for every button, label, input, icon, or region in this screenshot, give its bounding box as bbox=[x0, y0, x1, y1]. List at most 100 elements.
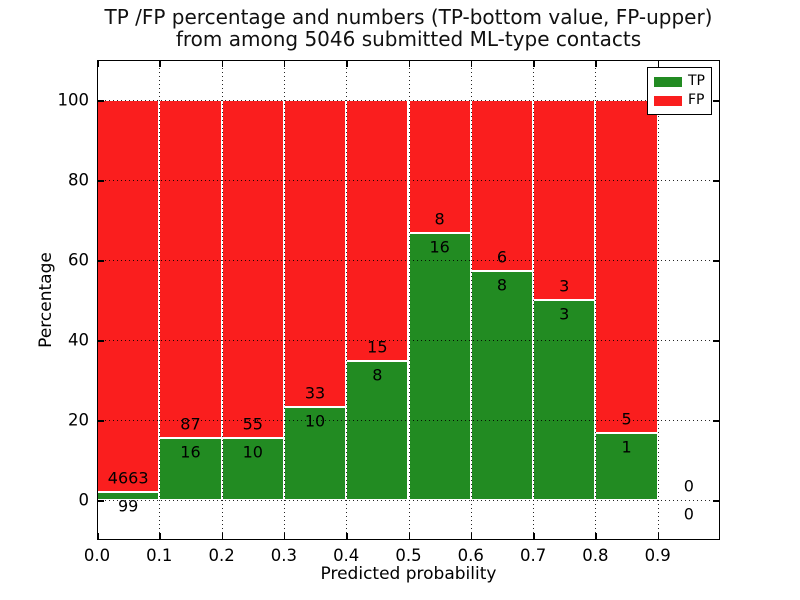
y-tick-left-0 bbox=[97, 500, 104, 502]
legend-label-fp: FP bbox=[688, 92, 705, 108]
x-tick-top-0.6 bbox=[470, 60, 473, 67]
fp-count-label-2: 55 bbox=[242, 414, 263, 434]
bar-fp-2 bbox=[221, 100, 284, 439]
x-tick-bottom-0.8 bbox=[595, 533, 597, 540]
gridline-x-0.4 bbox=[346, 60, 348, 540]
gridline-y-0 bbox=[97, 500, 720, 501]
bar-fp-4 bbox=[346, 100, 409, 361]
fp-count-label-6: 6 bbox=[496, 247, 508, 267]
x-tick-bottom-0.5 bbox=[408, 533, 410, 540]
x-tick-label-0.0: 0.0 bbox=[83, 546, 111, 565]
fp-count-label-1: 87 bbox=[180, 414, 201, 434]
y-tick-label-80: 80 bbox=[68, 170, 89, 190]
fp-count-label-3: 33 bbox=[304, 383, 326, 403]
legend-color-tp bbox=[654, 76, 682, 87]
gridline-x-0.9 bbox=[657, 60, 659, 540]
tp-count-label-9: 0 bbox=[683, 504, 694, 524]
x-tick-top-0.1 bbox=[159, 60, 161, 67]
tp-count-label-2: 10 bbox=[242, 442, 263, 462]
x-tick-bottom-0.4 bbox=[346, 533, 348, 540]
plot-area: 4663 99 87 16 55 10 33 10 15 8 8 16 6 8 3 3 5 1 0 0 0.0 0.1 0.… bbox=[58, 60, 720, 565]
bar-tp-8 bbox=[595, 433, 658, 500]
y-axis-label: Percentage bbox=[36, 252, 56, 348]
x-tick-top-0.2 bbox=[221, 60, 224, 67]
x-tick-top-0.5 bbox=[408, 60, 410, 67]
bar-tp-1 bbox=[159, 437, 222, 500]
gridline-y-100 bbox=[97, 100, 720, 101]
gridline-y-40 bbox=[97, 340, 720, 341]
x-tick-label-0.6: 0.6 bbox=[457, 546, 484, 565]
bar-fp-7 bbox=[533, 100, 596, 300]
tp-count-label-8: 1 bbox=[621, 437, 632, 457]
y-tick-left-20 bbox=[97, 420, 104, 422]
y-tick-label-20: 20 bbox=[68, 410, 89, 430]
gridline-x-0.7 bbox=[533, 60, 535, 540]
y-tick-right-20 bbox=[713, 420, 720, 422]
y-tick-right-0 bbox=[713, 500, 720, 502]
x-tick-bottom-0.7 bbox=[533, 533, 535, 540]
gridline-x-0.6 bbox=[470, 60, 472, 540]
x-tick-bottom-0.0 bbox=[97, 533, 99, 540]
chart-title: TP /FP percentage and numbers (TP-bottom… bbox=[97, 6, 720, 50]
fp-count-label-5: 8 bbox=[434, 209, 445, 229]
gridline-x-0.3 bbox=[283, 60, 285, 540]
x-tick-bottom-0.9 bbox=[657, 533, 660, 540]
x-tick-bottom-0.6 bbox=[470, 533, 473, 540]
x-tick-label-0.4: 0.4 bbox=[333, 546, 360, 565]
bar-fp-3 bbox=[283, 100, 347, 407]
fp-count-label-0: 4663 bbox=[107, 468, 149, 488]
bar-tp-7 bbox=[533, 300, 596, 500]
legend: TP FP bbox=[647, 67, 712, 115]
y-tick-right-100 bbox=[713, 100, 720, 102]
x-tick-label-0.3: 0.3 bbox=[270, 546, 298, 565]
tp-count-label-4: 8 bbox=[372, 365, 383, 385]
bar-tp-4 bbox=[346, 360, 409, 500]
gridline-x-0.8 bbox=[595, 60, 597, 540]
tp-count-label-7: 3 bbox=[559, 304, 570, 324]
tp-count-label-0: 99 bbox=[117, 496, 139, 516]
x-tick-bottom-0.2 bbox=[221, 533, 224, 540]
gridline-x-0.1 bbox=[159, 60, 161, 540]
tp-count-label-3: 10 bbox=[304, 411, 326, 431]
y-tick-left-60 bbox=[97, 260, 104, 262]
bar-fp-6 bbox=[470, 100, 534, 272]
gridline-x-0.5 bbox=[408, 60, 410, 540]
x-tick-top-0.7 bbox=[533, 60, 535, 67]
x-tick-label-0.8: 0.8 bbox=[582, 546, 609, 565]
tp-count-label-5: 16 bbox=[429, 237, 450, 257]
legend-color-fp bbox=[654, 95, 682, 106]
y-tick-right-80 bbox=[713, 180, 720, 182]
legend-item-fp: FP bbox=[654, 91, 705, 110]
x-tick-label-0.1: 0.1 bbox=[146, 546, 173, 565]
x-tick-label-0.2: 0.2 bbox=[208, 546, 235, 565]
y-tick-left-40 bbox=[97, 340, 104, 342]
bar-tp-5 bbox=[408, 233, 471, 500]
bar-tp-6 bbox=[470, 271, 534, 500]
gridline-y-80 bbox=[97, 180, 720, 181]
tp-count-label-1: 16 bbox=[180, 442, 201, 462]
gridline-x-0.2 bbox=[221, 60, 223, 540]
bar-fp-0 bbox=[97, 100, 160, 492]
fp-count-label-9: 0 bbox=[683, 476, 694, 496]
x-tick-top-0.0 bbox=[97, 60, 99, 67]
bar-fp-8 bbox=[595, 100, 658, 434]
x-tick-top-0.3 bbox=[283, 60, 286, 67]
y-tick-right-40 bbox=[713, 340, 720, 342]
bar-fp-1 bbox=[159, 100, 222, 438]
x-tick-bottom-0.1 bbox=[159, 533, 161, 540]
bar-tp-3 bbox=[283, 406, 347, 500]
x-tick-label-0.9: 0.9 bbox=[644, 546, 671, 565]
x-axis-label: Predicted probability bbox=[320, 564, 497, 584]
y-tick-right-60 bbox=[713, 260, 720, 262]
x-tick-label-0.7: 0.7 bbox=[519, 546, 547, 565]
tp-count-label-6: 8 bbox=[496, 275, 508, 295]
y-tick-left-100 bbox=[97, 100, 104, 102]
gridline-y-60 bbox=[97, 260, 720, 261]
x-tick-label-0.5: 0.5 bbox=[395, 546, 422, 565]
y-tick-label-0: 0 bbox=[78, 490, 90, 510]
y-tick-label-40: 40 bbox=[68, 330, 89, 350]
y-tick-label-100: 100 bbox=[57, 90, 90, 110]
x-tick-top-0.9 bbox=[657, 60, 660, 67]
chart-title-line2: from among 5046 submitted ML-type contac… bbox=[175, 27, 642, 51]
